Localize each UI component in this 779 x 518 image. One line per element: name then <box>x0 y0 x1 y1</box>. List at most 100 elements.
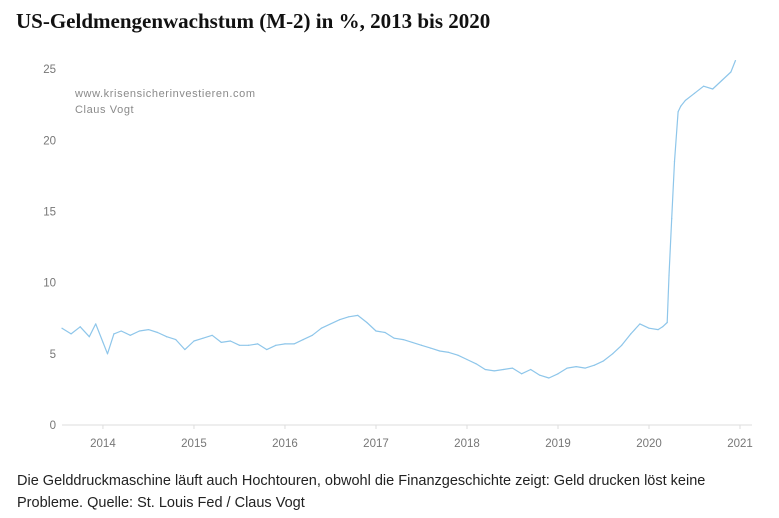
data-point <box>138 330 140 332</box>
data-point <box>166 336 168 338</box>
x-tick-label: 2015 <box>181 438 207 450</box>
data-point <box>721 79 723 82</box>
data-point <box>671 217 673 220</box>
data-point <box>88 336 90 338</box>
data-point <box>730 71 732 73</box>
data-point <box>621 344 623 346</box>
data-point <box>702 85 705 87</box>
data-point <box>284 343 286 345</box>
data-point <box>184 348 186 351</box>
data-point <box>475 363 477 365</box>
data-point <box>156 331 159 334</box>
data-point <box>70 333 72 335</box>
x-tick-label: 2018 <box>454 438 480 450</box>
data-point <box>193 340 195 342</box>
data-point <box>493 370 495 372</box>
x-tick-label: 2021 <box>727 438 753 450</box>
data-point <box>384 331 386 334</box>
y-tick-label: 5 <box>50 349 56 361</box>
data-point <box>311 334 313 336</box>
data-point <box>402 338 404 341</box>
data-point <box>457 354 459 356</box>
y-tick-label: 10 <box>43 278 56 290</box>
x-tick-label: 2017 <box>363 438 389 450</box>
data-point <box>95 323 97 325</box>
data-point <box>602 360 605 362</box>
data-point <box>673 161 676 163</box>
data-point <box>202 337 204 339</box>
data-point <box>466 358 468 361</box>
data-point <box>293 343 295 345</box>
data-point <box>666 321 668 324</box>
data-point <box>530 368 532 371</box>
data-point <box>420 344 423 346</box>
data-point <box>120 330 122 332</box>
x-tick-label: 2014 <box>90 438 116 450</box>
data-point <box>175 338 177 341</box>
data-point <box>662 326 664 328</box>
data-point <box>712 88 714 90</box>
data-point <box>584 367 586 369</box>
data-point <box>611 353 614 355</box>
data-point <box>439 350 441 352</box>
data-point <box>484 368 486 371</box>
y-tick-label: 25 <box>43 64 56 76</box>
data-point <box>566 367 568 369</box>
data-point <box>329 323 332 325</box>
data-point <box>238 344 241 346</box>
x-axis-ticks: 2014 2015 2016 2017 2018 2019 2020 2021 <box>90 425 753 450</box>
data-point <box>411 341 413 344</box>
data-point <box>639 323 641 325</box>
data-point <box>684 99 686 102</box>
data-point <box>548 377 550 379</box>
data-point <box>266 348 268 351</box>
data-point <box>338 319 341 321</box>
y-tick-label: 15 <box>43 206 56 218</box>
data-point <box>630 333 632 335</box>
data-point <box>668 274 670 277</box>
data-point <box>677 111 679 113</box>
data-point <box>539 374 541 376</box>
data-point <box>129 334 131 336</box>
data-point <box>557 373 559 375</box>
data-point <box>693 92 696 94</box>
data-point <box>520 373 523 375</box>
y-tick-label: 0 <box>50 420 56 432</box>
watermark-url: www.krisensicherinvestieren.com <box>74 88 256 100</box>
data-point <box>648 327 650 329</box>
data-point <box>366 321 368 324</box>
data-point <box>61 327 63 329</box>
data-point <box>79 326 81 328</box>
data-point <box>511 367 514 369</box>
x-tick-label: 2020 <box>636 438 662 450</box>
data-point <box>593 364 595 366</box>
x-tick-label: 2016 <box>272 438 298 450</box>
data-point <box>734 59 737 62</box>
data-point <box>147 329 150 331</box>
data-point <box>320 327 322 329</box>
data-point <box>657 329 659 331</box>
data-point <box>257 343 259 345</box>
data-point <box>429 347 432 349</box>
data-point <box>680 105 682 107</box>
series-group <box>61 59 737 379</box>
watermark-author: Claus Vogt <box>75 104 134 116</box>
data-point <box>220 341 222 344</box>
y-tick-label: 20 <box>43 135 56 147</box>
data-point <box>348 316 350 318</box>
figure-caption: Die Gelddruckmaschine läuft auch Hochtou… <box>17 473 706 511</box>
data-point <box>393 337 395 339</box>
m2-growth-line <box>61 60 736 379</box>
x-tick-label: 2019 <box>545 438 571 450</box>
data-point <box>229 340 231 342</box>
data-point <box>113 333 115 335</box>
data-point <box>448 351 450 353</box>
data-point <box>275 344 277 346</box>
y-axis-ticks: 0 5 10 15 20 25 <box>43 64 56 432</box>
data-point <box>302 338 304 341</box>
data-point <box>106 353 109 355</box>
data-point <box>357 314 359 316</box>
data-point <box>502 368 504 371</box>
data-point <box>575 366 577 368</box>
